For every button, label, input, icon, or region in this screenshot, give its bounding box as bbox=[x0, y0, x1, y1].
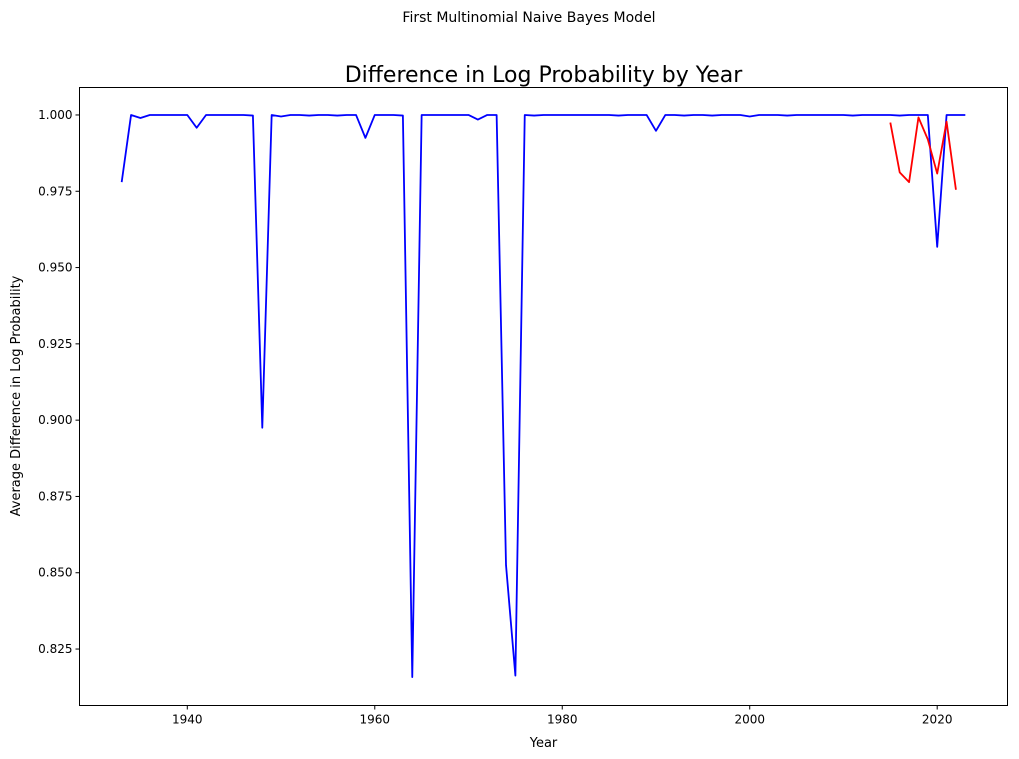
figure-suptitle: First Multinomial Naive Bayes Model bbox=[402, 10, 655, 26]
plot-area-frame bbox=[79, 87, 1008, 706]
y-tick-label: 1.000 bbox=[38, 108, 72, 122]
x-tick-label: 1940 bbox=[172, 713, 203, 727]
x-tick-label: 2020 bbox=[922, 713, 953, 727]
x-tick-label: 1980 bbox=[547, 713, 578, 727]
chart-title: Difference in Log Probability by Year bbox=[345, 63, 744, 88]
y-tick-label: 0.950 bbox=[38, 261, 72, 275]
series-layer bbox=[120, 114, 966, 679]
x-tick-label: 2000 bbox=[734, 713, 765, 727]
y-tick-label: 0.875 bbox=[38, 489, 72, 503]
y-axis-label: Average Difference in Log Probability bbox=[9, 275, 24, 516]
series-line-1 bbox=[120, 114, 966, 679]
series-line-2 bbox=[889, 116, 957, 190]
y-tick-label: 0.975 bbox=[38, 184, 72, 198]
y-tick-label: 0.925 bbox=[38, 337, 72, 351]
y-tick-label: 0.900 bbox=[38, 413, 72, 427]
axis-ticks: 1940 1960 1980 2000 2020 0.825 0.850 0.875 0.900… bbox=[38, 108, 952, 727]
x-tick-label: 1960 bbox=[359, 713, 390, 727]
x-axis-label: Year bbox=[529, 736, 558, 751]
y-tick-label: 0.825 bbox=[38, 642, 72, 656]
y-tick-label: 0.850 bbox=[38, 566, 72, 580]
